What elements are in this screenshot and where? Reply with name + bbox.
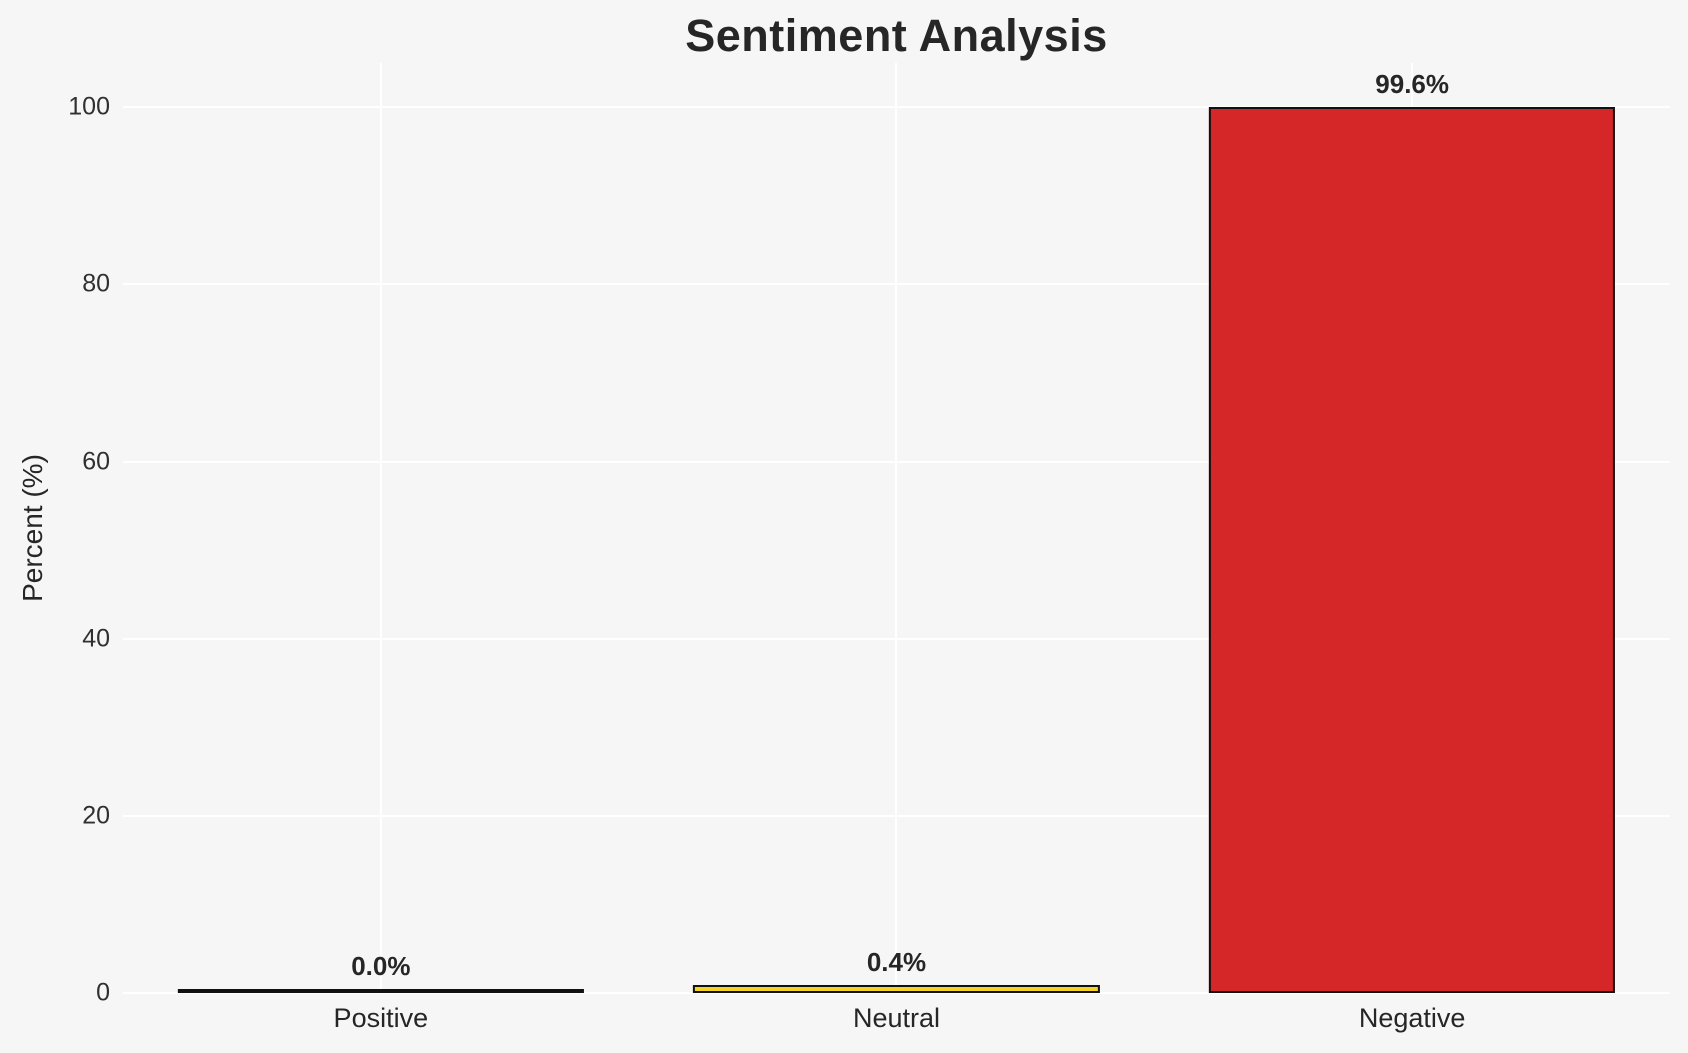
y-tick-label: 80 (82, 269, 110, 298)
bar-value-label: 0.4% (866, 947, 927, 978)
y-tick-label: 40 (82, 624, 110, 653)
y-tick-label: 0 (96, 978, 110, 1007)
bar-value-label: 99.6% (1375, 68, 1450, 99)
bar-value-label: 0.0% (351, 951, 411, 981)
bar-neutral (693, 985, 1100, 993)
bar-negative (1209, 106, 1616, 993)
y-axis: 0 20 40 60 80 100 (0, 63, 110, 1005)
plot-area: 0.0% Positive 0.4% Neutral 99.6% Negative (123, 63, 1670, 1032)
category-slot-positive: 0.0% Positive (123, 63, 639, 1032)
x-tick-label: Positive (333, 1003, 429, 1033)
y-tick-label: 100 (68, 92, 110, 121)
y-tick-label: 20 (82, 801, 110, 830)
bar-positive (177, 989, 584, 993)
x-tick-label: Neutral (852, 1003, 941, 1033)
category-slot-negative: 99.6% Negative (1154, 63, 1670, 1032)
x-tick-label: Negative (1358, 1003, 1466, 1033)
h-gridline (123, 992, 1670, 994)
v-gridline (895, 63, 898, 993)
category-slot-neutral: 0.4% Neutral (639, 63, 1155, 1032)
y-tick-label: 60 (82, 447, 110, 476)
v-gridline (379, 63, 382, 993)
chart-title: Sentiment Analysis (685, 10, 1108, 61)
